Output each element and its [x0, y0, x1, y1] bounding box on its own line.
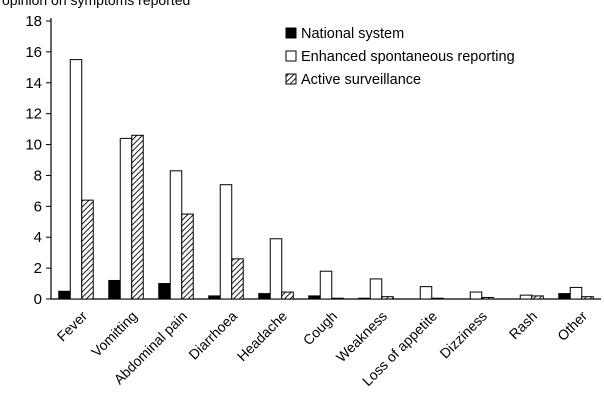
- y-tick-label: 0: [34, 291, 42, 308]
- x-tick-label: Diarrhoea: [185, 308, 240, 363]
- bar-solid: [558, 293, 571, 300]
- bar-solid: [158, 283, 171, 300]
- y-tick-label: 2: [34, 260, 42, 277]
- bar-solid: [258, 293, 271, 300]
- bar-hatched: [481, 296, 494, 300]
- bar-solid: [58, 290, 71, 300]
- legend-label: Active surveillance: [301, 72, 421, 88]
- legend-label: Enhanced spontaneous reporting: [301, 49, 515, 65]
- bar-hatched: [531, 295, 544, 300]
- bar-hatched: [181, 213, 194, 300]
- y-tick-label: 8: [34, 167, 42, 184]
- x-tick-label: Headache: [234, 308, 291, 365]
- bar-hatched: [581, 296, 594, 300]
- bar-solid: [308, 295, 321, 300]
- y-tick-label: 4: [34, 229, 42, 246]
- legend: National system Enhanced spontaneous repo…: [285, 26, 515, 88]
- bar-open: [219, 184, 233, 300]
- bar-hatched: [431, 297, 444, 300]
- y-axis: 0 2 4 6 8 10 12 14 16 18: [25, 13, 52, 308]
- bar-solid: [358, 297, 371, 300]
- x-tick-label: Fever: [53, 308, 90, 345]
- bar-hatched: [281, 291, 294, 300]
- x-tick-label: Cough: [300, 308, 340, 348]
- legend-swatch: [285, 73, 297, 85]
- x-tick-label: Dizziness: [436, 308, 490, 362]
- bar-open: [169, 170, 183, 300]
- bar-open: [469, 291, 483, 300]
- y-tick-label: 10: [25, 137, 42, 154]
- bars: [58, 59, 594, 300]
- bar-hatched: [81, 199, 94, 300]
- bar-hatched: [381, 296, 394, 300]
- bar-hatched: [231, 258, 244, 300]
- bar-open: [519, 294, 533, 300]
- x-tick-label: Rash: [506, 308, 540, 342]
- bar-open: [269, 238, 283, 300]
- y-tick-label: 14: [25, 75, 42, 92]
- y-tick-label: 6: [34, 198, 42, 215]
- y-tick-label: 16: [25, 44, 42, 61]
- bar-solid: [208, 295, 221, 300]
- x-tick-label: Vomitting: [88, 308, 140, 360]
- bar-open: [119, 137, 133, 300]
- bar-open: [69, 59, 83, 300]
- bar-open: [319, 270, 333, 300]
- chart-title-fragment: opinion on symptoms reported: [2, 0, 190, 8]
- bar-solid: [108, 279, 121, 300]
- bar-open: [419, 286, 433, 300]
- bar-open: [569, 286, 583, 300]
- y-tick-label: 12: [25, 106, 42, 123]
- x-tick-label: Other: [554, 308, 590, 344]
- legend-swatch: [285, 27, 297, 39]
- legend-swatch: [285, 50, 297, 62]
- bar-hatched: [131, 134, 144, 300]
- bar-hatched: [331, 297, 344, 300]
- y-tick-label: 18: [25, 13, 42, 30]
- legend-label: National system: [301, 26, 404, 42]
- bar-open: [369, 278, 383, 300]
